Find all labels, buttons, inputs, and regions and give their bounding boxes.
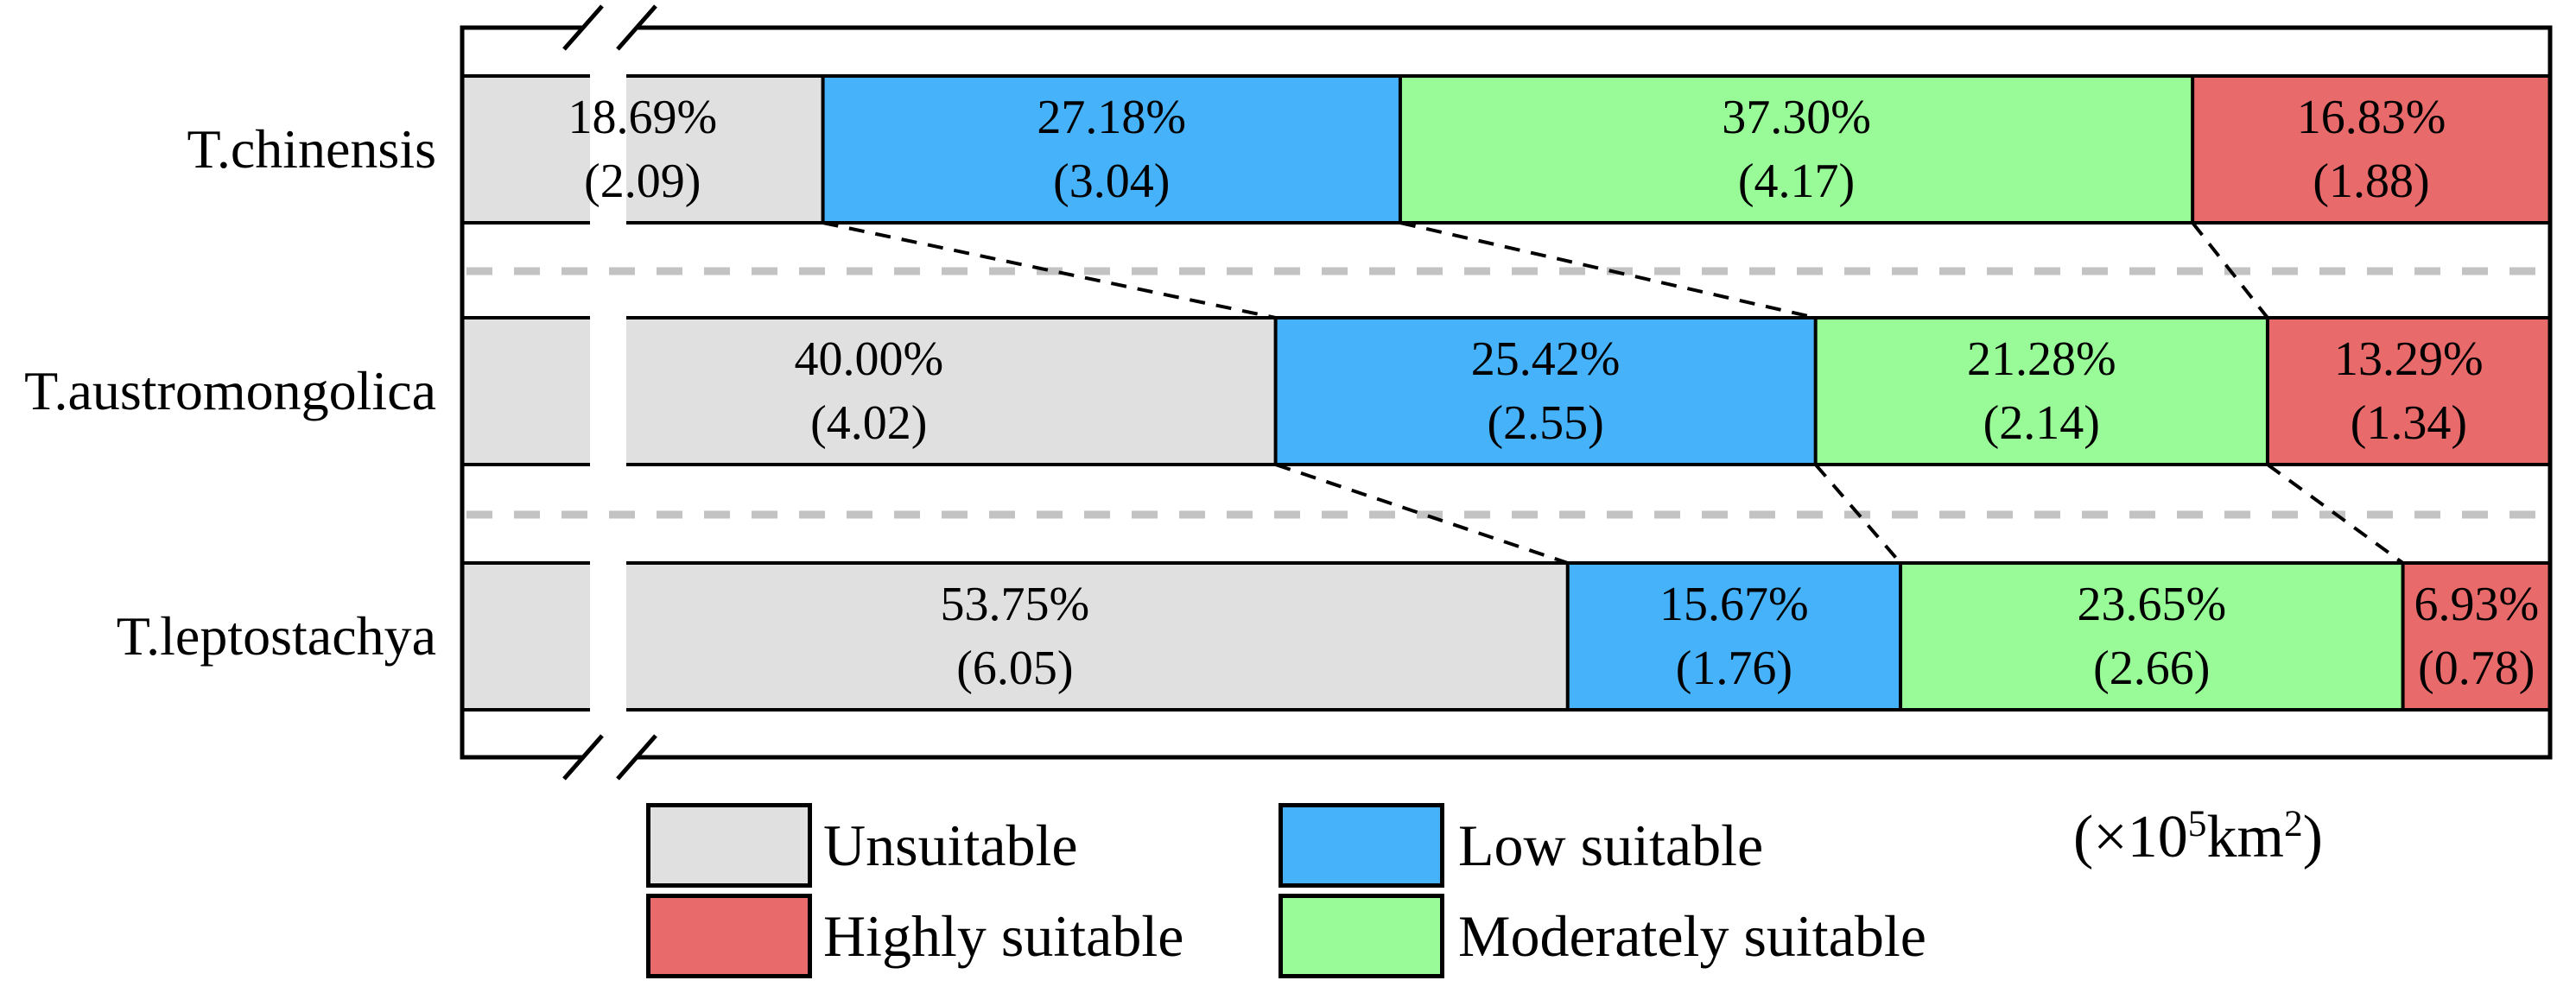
unit-annotation-superscript: 2 bbox=[2283, 803, 2303, 845]
legend-label-moderately-suitable: Moderately suitable bbox=[1458, 902, 1926, 969]
category-label: T.leptostachya bbox=[116, 605, 436, 667]
segment-percent: 25.42% bbox=[1470, 332, 1621, 386]
segment-area-value: (4.02) bbox=[810, 396, 928, 450]
connector-line bbox=[2191, 221, 2269, 319]
segment-area-value: (1.34) bbox=[2350, 396, 2467, 450]
segment-label: 40.00% (4.02) bbox=[462, 318, 1276, 465]
unit-annotation: (×105km2) bbox=[2073, 803, 2323, 872]
segment-percent: 13.29% bbox=[2334, 332, 2484, 386]
axis-break-mark bbox=[616, 4, 657, 51]
category-label: T.austromongolica bbox=[24, 360, 436, 421]
connector-line bbox=[1399, 221, 1817, 319]
segment-label: 15.67% (1.76) bbox=[1568, 563, 1900, 710]
segment-label: 37.30% (4.17) bbox=[1400, 76, 2192, 223]
legend-label-low-suitable: Low suitable bbox=[1458, 812, 1764, 878]
segment-percent: 15.67% bbox=[1659, 578, 1809, 631]
category-label: T.chinensis bbox=[187, 118, 436, 180]
segment-area-value: (1.88) bbox=[2313, 155, 2430, 208]
segment-area-value: (2.55) bbox=[1487, 396, 1604, 450]
unit-annotation-superscript: 5 bbox=[2187, 803, 2207, 845]
segment-area-value: (0.78) bbox=[2418, 642, 2535, 695]
segment-label: 53.75% (6.05) bbox=[462, 563, 1568, 710]
legend-label-highly-suitable: Highly suitable bbox=[823, 902, 1184, 969]
unit-annotation-part: km bbox=[2206, 804, 2284, 870]
connector-line bbox=[2266, 463, 2404, 565]
segment-label: 16.83% (1.88) bbox=[2192, 76, 2550, 223]
axis-break-frame-gap bbox=[583, 752, 637, 762]
segment-area-value: (2.66) bbox=[2093, 642, 2211, 695]
segment-label: 23.65% (2.66) bbox=[1900, 563, 2403, 710]
connector-line bbox=[822, 221, 1277, 319]
segment-area-value: (3.04) bbox=[1053, 155, 1171, 208]
segment-percent: 23.65% bbox=[2077, 578, 2227, 631]
axis-break-mark bbox=[562, 734, 604, 781]
legend-label-unsuitable: Unsuitable bbox=[823, 812, 1078, 878]
unit-annotation-part: ) bbox=[2302, 804, 2323, 870]
segment-area-value: (1.76) bbox=[1675, 642, 1792, 695]
connector-line bbox=[1274, 463, 1569, 565]
segment-percent: 53.75% bbox=[940, 578, 1090, 631]
segment-label: 21.28% (2.14) bbox=[1816, 318, 2268, 465]
axis-break-frame-gap bbox=[583, 22, 637, 33]
legend-swatch-moderately-suitable bbox=[1278, 894, 1444, 978]
connector-line bbox=[1814, 463, 1902, 565]
segment-percent: 27.18% bbox=[1037, 91, 1187, 144]
segment-percent: 40.00% bbox=[794, 332, 944, 386]
segment-percent: 16.83% bbox=[2296, 91, 2446, 144]
axis-break-mark bbox=[562, 4, 604, 51]
segment-percent: 37.30% bbox=[1722, 91, 1871, 144]
segment-label: 25.42% (2.55) bbox=[1276, 318, 1816, 465]
segment-label: 6.93% (0.78) bbox=[2403, 563, 2550, 710]
segment-area-value: (4.17) bbox=[1737, 155, 1856, 208]
segment-area-value: (2.14) bbox=[1983, 396, 2100, 450]
segment-label: 18.69% (2.09) bbox=[462, 76, 823, 223]
segment-percent: 6.93% bbox=[2414, 578, 2540, 631]
segment-area-value: (6.05) bbox=[956, 642, 1074, 695]
unit-annotation-part: (×10 bbox=[2073, 804, 2188, 870]
segment-area-value: (2.09) bbox=[584, 155, 701, 208]
legend-swatch-unsuitable bbox=[646, 803, 812, 888]
segment-label: 27.18% (3.04) bbox=[823, 76, 1400, 223]
legend-swatch-low-suitable bbox=[1278, 803, 1444, 888]
segment-label: 13.29% (1.34) bbox=[2268, 318, 2550, 465]
axis-break-mark bbox=[616, 734, 657, 781]
legend-swatch-highly-suitable bbox=[646, 894, 812, 978]
segment-percent: 18.69% bbox=[568, 91, 718, 144]
segment-percent: 21.28% bbox=[1966, 332, 2116, 386]
